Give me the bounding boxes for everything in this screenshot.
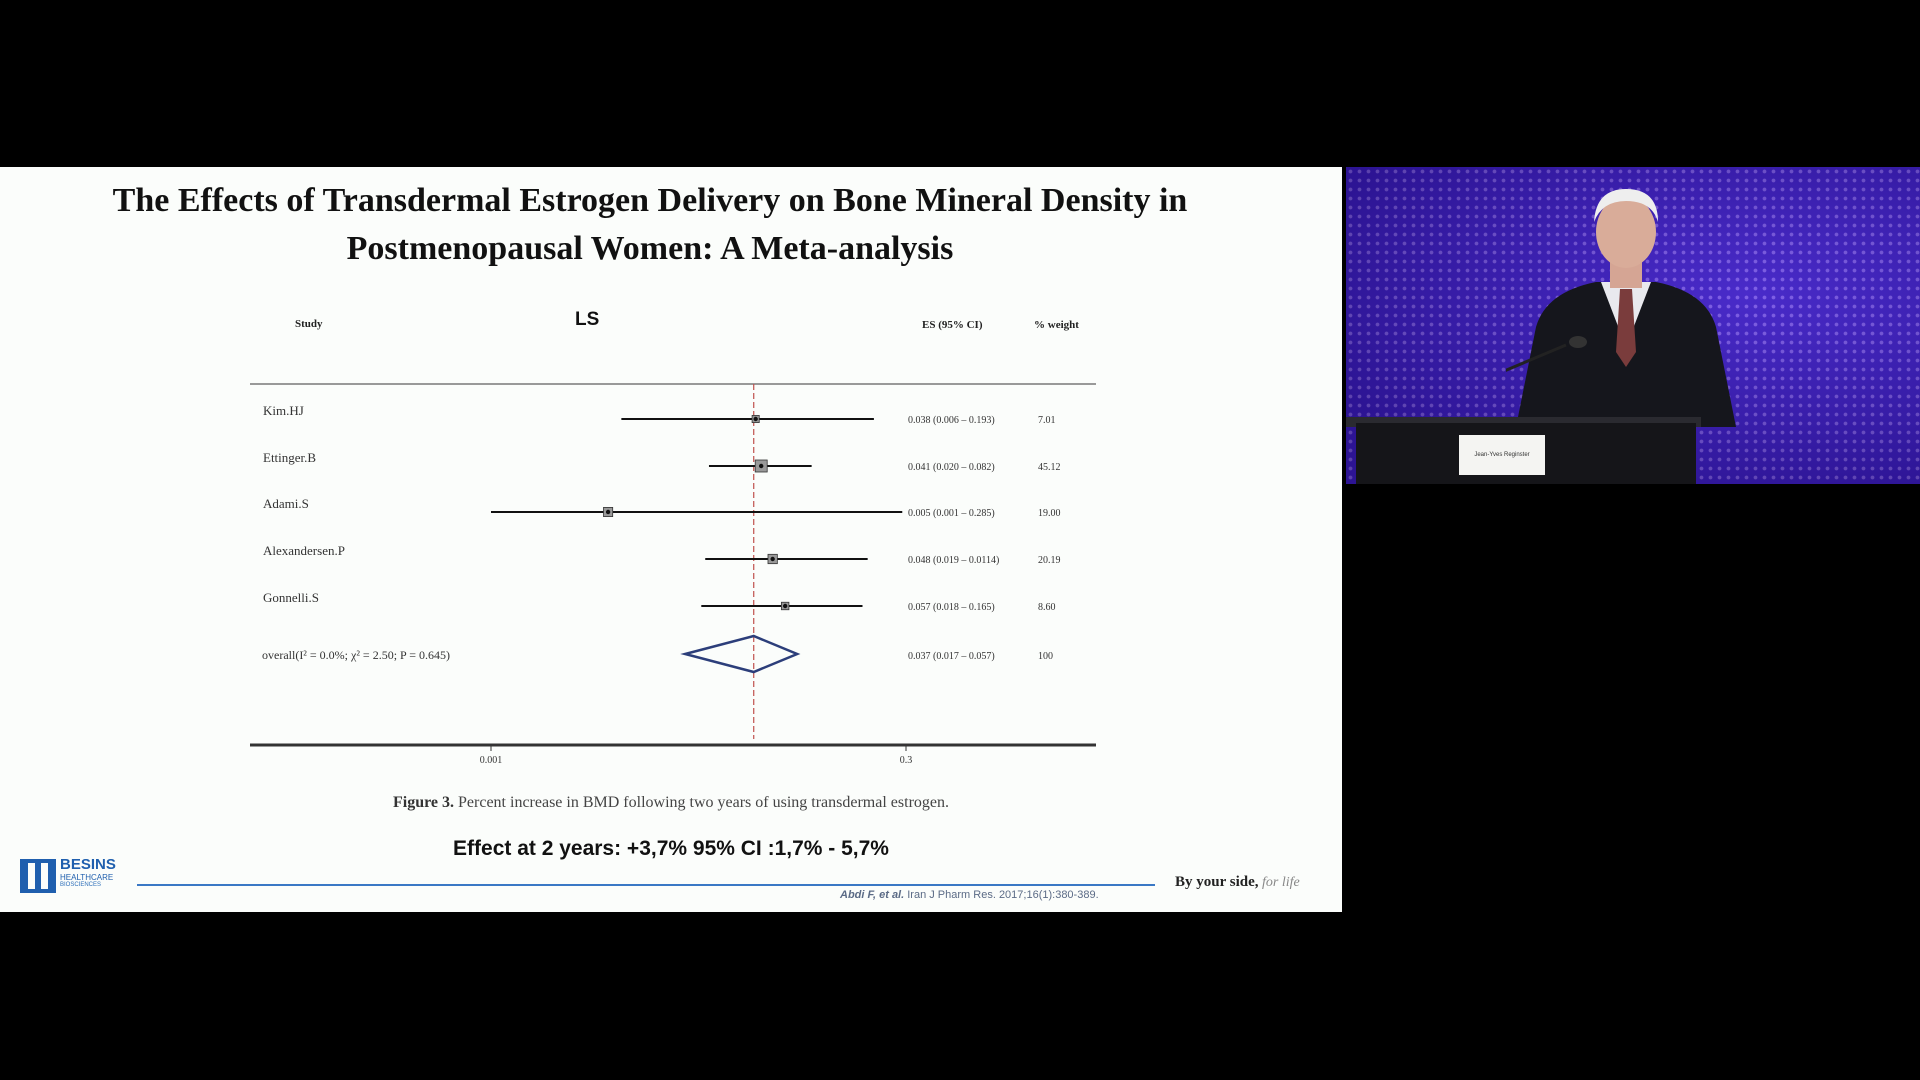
slide-title-line2: Postmenopausal Women: A Meta-analysis — [346, 230, 954, 267]
forest-plot: 0.001 0.3 Kim.HJ 0.038 (0.006 – 0.193) 7.01 E… — [250, 383, 1096, 766]
citation: Abdi F, et al. Iran J Pharm Res. 2017;16… — [840, 889, 1099, 901]
es-value: 0.038 (0.006 – 0.193) — [908, 415, 995, 426]
besins-logo-mark-icon — [20, 859, 56, 893]
es-value: 0.005 (0.001 – 0.285) — [908, 508, 995, 519]
column-header-weight: % weight — [1034, 319, 1079, 331]
point-estimate — [758, 463, 764, 469]
overall-diamond — [680, 634, 801, 674]
es-value: 0.048 (0.019 – 0.0114) — [908, 555, 999, 566]
caption-label: Figure 3. — [392, 794, 455, 811]
speaker-name-card: Jean-Yves Reginster — [1459, 435, 1545, 475]
study-label: Adami.S — [263, 496, 309, 511]
speaker-figure-icon — [1506, 189, 1736, 427]
study-label: Alexandersen.P — [263, 543, 345, 558]
tagline: By your side, for life — [1175, 874, 1300, 891]
panel-label: LS — [575, 309, 600, 330]
presentation-slide: The Effects of Transdermal Estrogen Deli… — [0, 167, 1342, 912]
logo-line2: HEALTHCARE — [60, 873, 114, 882]
weight-value: 8.60 — [1038, 602, 1056, 613]
es-value: 0.057 (0.018 – 0.165) — [908, 602, 995, 613]
study-label: Gonnelli.S — [263, 590, 319, 605]
weight-value: 7.01 — [1038, 415, 1056, 426]
study-label: Ettinger.B — [263, 450, 316, 465]
logo-line3: BIOSCIENCES — [60, 882, 102, 888]
logo-text: BESINS HEALTHCARE BIOSCIENCES — [60, 857, 116, 889]
weight-value: 20.19 — [1038, 555, 1061, 566]
column-header-study: Study — [295, 318, 323, 330]
tagline-italic: for life — [1258, 875, 1300, 890]
tagline-bold: By your side, — [1175, 874, 1259, 890]
overall-label: overall(I² = 0.0%; χ² = 2.50; P = 0.645) — [262, 648, 450, 662]
overall-es-value: 0.037 (0.017 – 0.057) — [908, 651, 995, 662]
slide-title-line1: The Effects of Transdermal Estrogen Deli… — [112, 182, 1188, 219]
x-tick-label: 0.001 — [480, 755, 503, 766]
es-value: 0.041 (0.020 – 0.082) — [908, 462, 995, 473]
logo-line1: BESINS — [60, 856, 116, 873]
figure-caption: Figure 3. Percent increase in BMD follow… — [0, 794, 1342, 812]
x-tick-label: 0.3 — [900, 755, 913, 766]
podium-top — [1346, 417, 1701, 427]
point-estimate — [782, 603, 788, 609]
besins-logo: BESINS HEALTHCARE BIOSCIENCES — [20, 857, 130, 897]
citation-authors: Abdi F, et al. — [840, 889, 905, 901]
point-estimate — [770, 556, 775, 562]
column-header-es: ES (95% CI) — [922, 319, 983, 331]
citation-journal: Iran J Pharm Res. 2017;16(1):380-389. — [904, 889, 1099, 901]
study-label: Kim.HJ — [263, 403, 304, 418]
footer-rule — [137, 884, 1155, 886]
slide-title: The Effects of Transdermal Estrogen Deli… — [40, 177, 1260, 273]
weight-value: 45.12 — [1038, 462, 1061, 473]
weight-value: 19.00 — [1038, 508, 1061, 519]
point-estimate — [753, 416, 758, 422]
point-estimate — [605, 509, 611, 515]
speaker-video: Jean-Yves Reginster — [1346, 167, 1920, 484]
caption-text: Percent increase in BMD following two ye… — [454, 794, 949, 811]
overall-weight-value: 100 — [1038, 651, 1053, 662]
effect-summary: Effect at 2 years: +3,7% 95% CI :1,7% - … — [453, 837, 889, 860]
